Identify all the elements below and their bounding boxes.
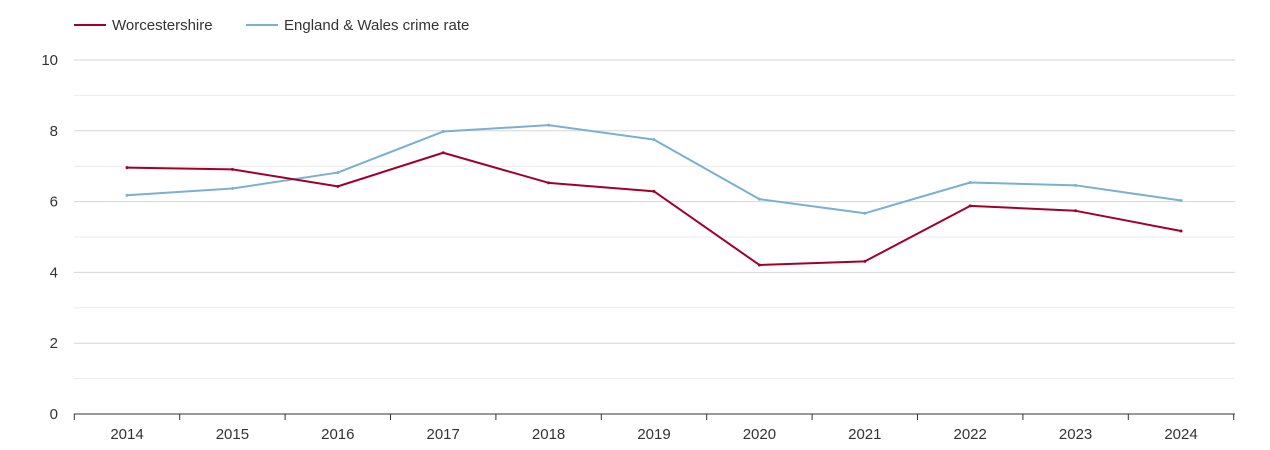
series-layer [125,123,1183,267]
data-point [336,184,340,188]
x-tick-label: 2022 [954,426,987,443]
data-point [863,211,867,215]
x-tick-label: 2018 [532,426,565,443]
data-point [1074,209,1078,213]
y-tick-label: 10 [41,52,58,69]
legend-item: England & Wales crime rate [246,17,469,34]
series-1 [125,123,1183,215]
x-tick-label: 2019 [637,426,670,443]
y-tick-label: 0 [50,406,58,423]
data-point [230,187,234,191]
data-point [757,197,761,201]
data-point [1179,199,1183,203]
y-tick-label: 6 [50,194,58,211]
data-point [547,181,551,185]
legend-label: Worcestershire [112,17,213,34]
x-tick-label: 2014 [110,426,143,443]
data-point [1074,183,1078,187]
y-tick-label: 8 [50,123,58,140]
data-point [757,263,761,267]
x-axis: 2014 2015 2016 2017 2018 2019 2020 2021 2022 2023… [73,413,1235,443]
data-point [441,151,445,155]
data-point [336,171,340,175]
legend: Worcestershire England & Wales crime rate [74,17,469,34]
legend-label: England & Wales crime rate [284,17,469,34]
y-tick-label: 4 [50,264,58,281]
data-point [441,130,445,134]
y-axis-ticks: 0 2 4 6 8 10 [41,52,58,423]
series-line [126,151,1182,266]
x-tick-label: 2016 [321,426,354,443]
data-point [968,180,972,184]
data-point [230,167,234,171]
legend-item: Worcestershire [74,17,213,34]
x-tick-label: 2024 [1164,426,1197,443]
x-tick-label: 2021 [848,426,881,443]
data-point [652,189,656,193]
data-point [968,204,972,208]
series-0 [125,151,1183,267]
x-tick-label: 2020 [743,426,776,443]
data-point [125,193,129,197]
x-tick-label: 2017 [427,426,460,443]
gridlines [74,59,1235,380]
y-tick-label: 2 [50,335,58,352]
data-point [1179,229,1183,233]
data-point [863,259,867,263]
x-tick-label: 2015 [216,426,249,443]
x-tick-label: 2023 [1059,426,1092,443]
data-point [652,138,656,142]
data-point [125,166,129,170]
data-point [547,123,551,127]
